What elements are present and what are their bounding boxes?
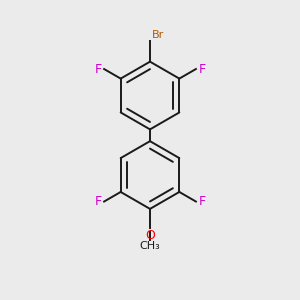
Text: F: F [198,62,206,76]
Text: F: F [94,195,102,208]
Text: F: F [94,62,102,76]
Text: CH₃: CH₃ [140,241,160,251]
Text: O: O [145,229,155,242]
Text: Br: Br [152,30,164,40]
Text: F: F [198,195,206,208]
